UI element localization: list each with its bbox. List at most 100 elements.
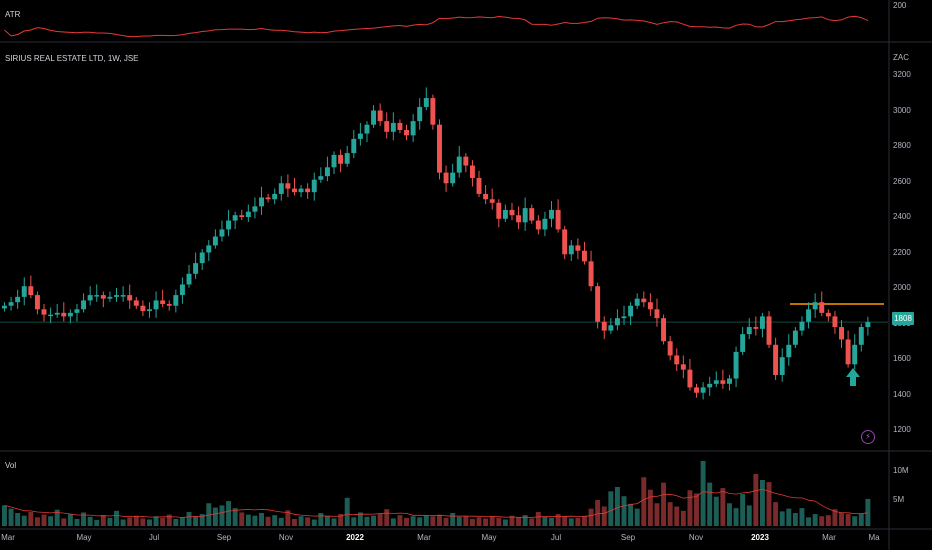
volume-bar	[292, 518, 297, 526]
volume-bar	[41, 514, 47, 526]
last-price-tag: 1808	[892, 312, 914, 325]
volume-bar	[753, 474, 759, 526]
volume-bar	[252, 515, 258, 526]
volume-bar	[120, 519, 126, 526]
candle	[819, 302, 825, 313]
volume-bar	[839, 512, 844, 526]
volume-bar	[588, 508, 594, 526]
chart-title: SIRIUS REAL ESTATE LTD, 1W, JSE	[5, 54, 139, 63]
volume-bar	[67, 514, 73, 526]
volume-bar	[819, 516, 825, 526]
volume-bar	[806, 517, 812, 526]
volume-bar	[746, 505, 752, 526]
price-tick-label: 1400	[893, 389, 911, 399]
candle	[8, 302, 14, 306]
candle	[858, 327, 864, 345]
volume-bar	[463, 515, 469, 526]
volume-bar	[140, 518, 146, 526]
volume-bar	[443, 517, 449, 526]
candle	[259, 197, 264, 207]
candle	[628, 305, 634, 317]
candle	[28, 286, 34, 296]
volume-bar	[661, 482, 667, 526]
volume-bar	[357, 512, 363, 526]
volume-bar	[720, 488, 726, 526]
volume-bar	[483, 518, 489, 526]
time-tick-label: May	[76, 533, 92, 542]
candle	[357, 133, 363, 139]
volume-bar	[628, 503, 634, 526]
candle	[186, 273, 192, 285]
volume-bar	[707, 482, 713, 526]
volume-bar	[305, 517, 311, 526]
volume-bar	[654, 503, 660, 526]
candle	[206, 245, 212, 253]
candle	[502, 209, 508, 219]
candle	[463, 156, 469, 166]
candle	[522, 208, 528, 223]
volume-bar	[773, 502, 779, 526]
volume-bar	[713, 496, 719, 526]
volume-bar	[450, 513, 456, 526]
volume-bar	[298, 516, 304, 526]
volume-bar	[694, 493, 699, 526]
volume-bar	[147, 519, 152, 526]
volume-bar	[199, 514, 205, 526]
volume-bar	[595, 500, 601, 526]
candle	[390, 122, 396, 132]
volume-bar	[186, 511, 192, 526]
candle	[193, 263, 199, 274]
price-tick-label: 2800	[893, 141, 911, 150]
volume-bar	[535, 511, 541, 526]
volume-bar	[542, 516, 548, 526]
price-tick-label: 2600	[893, 176, 911, 186]
candle	[331, 154, 337, 168]
candle	[140, 305, 146, 312]
volume-bar	[364, 516, 370, 526]
volume-bar	[825, 515, 831, 526]
candle	[469, 165, 475, 178]
candle	[529, 208, 535, 221]
volume-bar	[456, 516, 462, 526]
candle	[647, 302, 653, 310]
time-tick-label: Ma	[868, 533, 880, 542]
price-tick-label: 3200	[893, 70, 911, 79]
volume-bar	[100, 515, 106, 526]
volume-bar	[687, 490, 693, 526]
candle	[285, 183, 291, 189]
volume-bar	[166, 514, 172, 526]
candle	[852, 344, 858, 365]
candle	[832, 316, 838, 328]
volume-pane-label: Vol	[5, 461, 17, 470]
candle	[430, 98, 436, 125]
volume-bar	[555, 514, 561, 526]
volume-bar	[34, 517, 40, 526]
volume-bar	[397, 515, 403, 526]
candle	[245, 211, 251, 217]
volume-bar	[779, 511, 785, 526]
atr-line	[4, 15, 869, 38]
volume-bar	[759, 479, 765, 526]
lightning-icon[interactable]: ⚡	[861, 430, 875, 444]
candle	[740, 334, 746, 352]
candle	[825, 312, 831, 317]
volume-bar	[338, 514, 344, 526]
volume-bar	[476, 517, 482, 526]
candle	[107, 296, 113, 299]
volume-bar	[792, 513, 798, 526]
price-tick-label: 1600	[893, 354, 911, 363]
volume-tick-label: 10M	[893, 466, 909, 475]
volume-bar	[858, 514, 864, 526]
candle	[476, 177, 482, 194]
candle	[582, 250, 587, 262]
volume-bar	[94, 520, 100, 526]
volume-bar	[74, 518, 80, 526]
candle	[450, 172, 456, 184]
volume-bar	[28, 511, 34, 526]
candle	[654, 309, 660, 319]
volume-bar	[318, 513, 324, 526]
volume-bar	[371, 515, 377, 526]
volume-bar	[61, 518, 67, 526]
price-tick-label: 2200	[893, 247, 911, 257]
